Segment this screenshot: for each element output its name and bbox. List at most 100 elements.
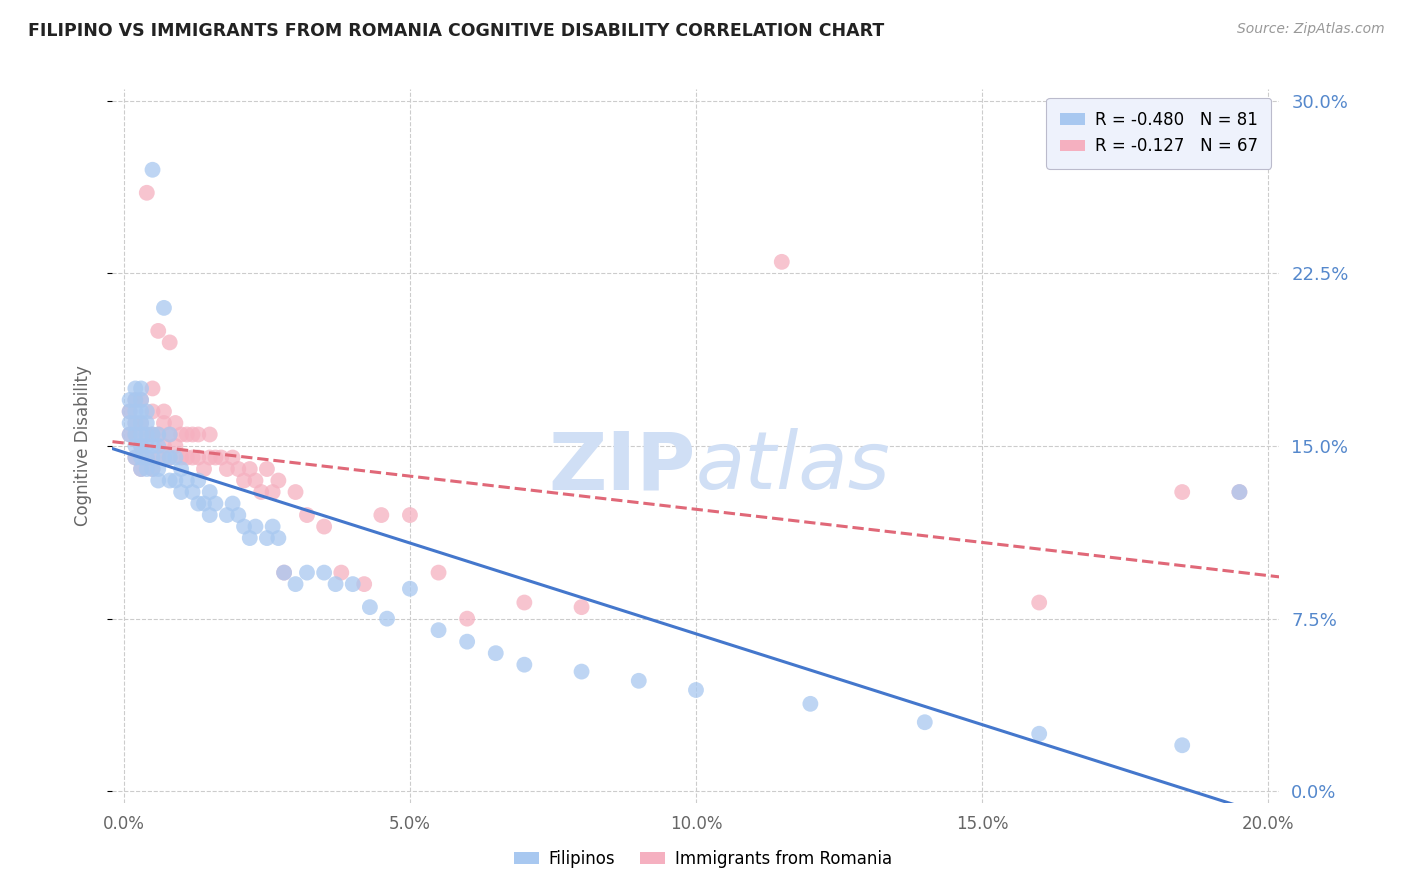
Point (513, 595, 536, 609)
Point (204, 497, 226, 511)
Point (129, 416, 152, 430)
Point (135, 186, 157, 200)
Point (153, 301, 176, 315)
Point (342, 577, 364, 591)
Point (141, 381, 163, 395)
Point (135, 450, 157, 465)
Point (165, 474, 187, 488)
Point (129, 462, 152, 476)
Point (129, 450, 152, 465)
Point (233, 519, 256, 533)
Point (135, 439, 157, 453)
Point (124, 416, 146, 430)
Point (215, 462, 238, 476)
Text: atlas: atlas (696, 428, 891, 507)
Point (148, 427, 170, 442)
Point (215, 508, 238, 522)
Point (159, 450, 181, 465)
Point (148, 462, 170, 476)
Point (193, 497, 215, 511)
Point (141, 427, 163, 442)
Point (118, 416, 141, 430)
Point (118, 427, 141, 442)
Point (124, 404, 146, 418)
Point (159, 335, 181, 350)
Point (399, 508, 422, 522)
Point (245, 474, 267, 488)
Point (165, 439, 187, 453)
Point (193, 462, 215, 476)
Point (118, 427, 141, 442)
Point (181, 450, 204, 465)
Point (198, 427, 221, 442)
Legend: Filipinos, Immigrants from Romania: Filipinos, Immigrants from Romania (508, 844, 898, 875)
Point (129, 392, 152, 407)
Point (273, 566, 295, 580)
Point (325, 577, 347, 591)
Point (129, 381, 152, 395)
Point (153, 439, 176, 453)
Point (135, 416, 157, 430)
Point (1171, 485, 1194, 500)
Point (485, 646, 508, 660)
Point (124, 392, 146, 407)
Point (135, 462, 157, 476)
Point (456, 634, 478, 648)
Point (124, 439, 146, 453)
Point (165, 450, 187, 465)
Y-axis label: Cognitive Disability: Cognitive Disability (73, 366, 91, 526)
Point (571, 600, 593, 615)
Point (370, 508, 392, 522)
Point (118, 404, 141, 418)
Point (148, 427, 170, 442)
Point (1229, 485, 1251, 500)
Point (427, 623, 450, 637)
Point (129, 392, 152, 407)
Point (513, 657, 536, 672)
Point (267, 474, 290, 488)
Point (129, 462, 152, 476)
Point (1229, 485, 1251, 500)
Point (273, 566, 295, 580)
Point (245, 519, 267, 533)
Point (330, 566, 353, 580)
Text: Source: ZipAtlas.com: Source: ZipAtlas.com (1237, 22, 1385, 37)
Point (228, 462, 250, 476)
Point (129, 416, 152, 430)
Point (770, 255, 793, 269)
Legend: R = -0.480   N = 81, R = -0.127   N = 67: R = -0.480 N = 81, R = -0.127 N = 67 (1046, 97, 1271, 169)
Point (375, 612, 398, 626)
Point (141, 162, 163, 177)
Point (141, 404, 163, 418)
Point (124, 450, 146, 465)
Point (221, 497, 243, 511)
Point (129, 404, 152, 418)
Point (148, 439, 170, 453)
Point (124, 427, 146, 442)
Point (159, 450, 181, 465)
Point (209, 450, 232, 465)
Point (141, 427, 163, 442)
Point (141, 450, 163, 465)
Point (571, 665, 593, 679)
Point (198, 508, 221, 522)
Point (159, 427, 181, 442)
Point (228, 508, 250, 522)
Point (135, 450, 157, 465)
Point (221, 450, 243, 465)
Point (914, 715, 936, 730)
Point (118, 404, 141, 418)
Point (1028, 727, 1050, 741)
Point (198, 450, 221, 465)
Point (284, 485, 307, 500)
Point (685, 683, 707, 698)
Point (233, 474, 256, 488)
Point (239, 462, 262, 476)
Point (353, 577, 375, 591)
Point (399, 582, 422, 596)
Text: FILIPINO VS IMMIGRANTS FROM ROMANIA COGNITIVE DISABILITY CORRELATION CHART: FILIPINO VS IMMIGRANTS FROM ROMANIA COGN… (28, 22, 884, 40)
Point (129, 439, 152, 453)
Point (148, 474, 170, 488)
Point (124, 450, 146, 465)
Text: ZIP: ZIP (548, 428, 696, 507)
